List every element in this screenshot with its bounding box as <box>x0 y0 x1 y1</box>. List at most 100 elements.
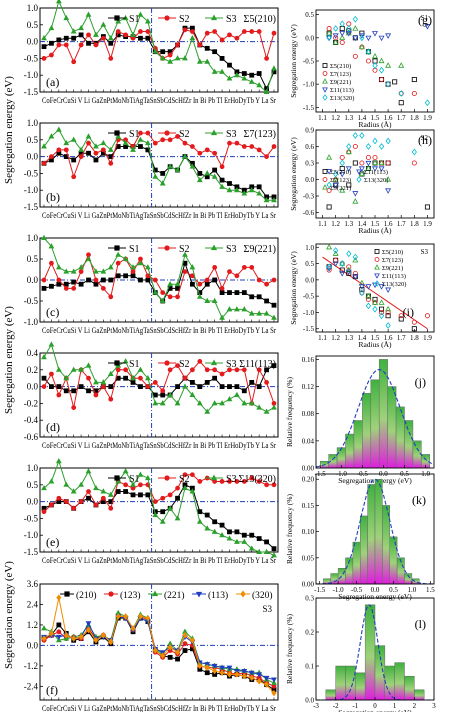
data-point <box>63 147 69 153</box>
x-axis-label: Radius (Å) <box>358 340 392 349</box>
legend-label: Σ5(210) <box>330 169 351 176</box>
legend-label: Σ5(210) <box>330 63 351 70</box>
data-point <box>78 633 84 641</box>
data-point <box>227 479 232 484</box>
data-point <box>365 58 371 64</box>
data-point <box>264 56 269 61</box>
data-point <box>256 479 262 484</box>
legend-label: Σ7(123) <box>330 177 351 184</box>
series-S3 <box>41 458 277 558</box>
data-point <box>212 49 218 55</box>
data-point <box>123 482 129 488</box>
x-tick-label: 1.9 <box>423 334 432 342</box>
data-point <box>346 270 352 276</box>
legend-label: (221) <box>164 590 185 601</box>
y-tick-label: -0.5 <box>24 296 39 306</box>
data-point <box>63 14 70 21</box>
data-point <box>326 243 333 250</box>
data-point <box>48 133 55 139</box>
data-point <box>138 384 143 390</box>
data-point <box>86 388 91 394</box>
data-point <box>107 146 114 152</box>
data-point <box>219 37 225 43</box>
data-point <box>212 277 218 283</box>
data-point <box>339 165 345 171</box>
x-tick-label: 1.5 <box>426 586 435 594</box>
y-tick-label: -0.4 <box>24 415 39 425</box>
data-point <box>130 492 136 498</box>
data-point <box>55 458 62 464</box>
panel-label: (j) <box>415 375 426 389</box>
data-point <box>241 306 248 312</box>
histogram-bar <box>355 672 366 701</box>
series-Σ9(221) <box>326 25 405 68</box>
data-point <box>130 374 136 381</box>
data-point <box>152 48 159 54</box>
corner-label: S1 <box>421 14 429 22</box>
series-Σ9(221) <box>326 243 392 312</box>
data-point <box>424 99 431 107</box>
y-tick-label: 0.04 <box>302 437 315 445</box>
x-axis-label: Segregation energy (eV) <box>338 592 412 601</box>
data-point <box>167 391 174 398</box>
gb-label: Σ5(210) <box>244 14 276 25</box>
data-point <box>256 29 262 34</box>
y-tick-label: 0.1 <box>305 663 314 671</box>
data-point <box>138 492 143 498</box>
series-S1 <box>41 363 277 398</box>
data-point <box>122 468 129 474</box>
data-point <box>159 180 166 186</box>
data-point <box>241 532 247 538</box>
histogram-bar <box>404 420 414 469</box>
data-point <box>234 35 240 41</box>
x-tick-label: 1.1 <box>318 114 327 122</box>
legend-marker <box>114 15 120 21</box>
data-point <box>41 625 47 631</box>
data-point <box>219 522 225 528</box>
x-axis-label: Radius (Å) <box>358 120 392 129</box>
data-point <box>204 58 211 64</box>
data-point <box>271 144 277 149</box>
data-point <box>85 11 92 17</box>
data-point <box>100 268 107 274</box>
left-column-ylabel: Segregation energy (eV) <box>3 306 15 414</box>
x-tick-label: 1.4 <box>358 334 367 342</box>
data-point <box>345 269 352 276</box>
y-tick-label: 0.3 <box>305 595 314 603</box>
data-point <box>219 669 225 676</box>
x-tick-label: 1.8 <box>410 114 419 122</box>
data-point <box>264 482 269 488</box>
data-point <box>159 400 166 406</box>
data-point <box>189 144 195 149</box>
data-point <box>204 512 210 518</box>
data-point <box>379 309 385 315</box>
data-point <box>145 35 151 41</box>
data-point <box>398 316 404 322</box>
data-point <box>41 353 47 360</box>
data-point <box>219 371 225 377</box>
series-S2 <box>41 252 277 300</box>
data-point <box>256 672 263 678</box>
data-point <box>167 137 173 143</box>
data-point <box>372 137 378 145</box>
data-point <box>398 100 404 106</box>
data-point <box>241 71 247 76</box>
data-point <box>100 631 106 639</box>
data-point <box>49 260 54 266</box>
y-tick-label: 1.0 <box>27 463 39 473</box>
x-tick-label: -3 <box>313 702 319 710</box>
data-point <box>424 204 430 210</box>
data-point <box>78 499 84 505</box>
data-point <box>365 35 372 42</box>
data-point <box>219 531 225 538</box>
legend-label: S1 <box>129 474 140 485</box>
data-point <box>49 502 54 508</box>
legend-label: (320) <box>252 590 273 601</box>
data-point <box>204 408 211 414</box>
data-point <box>271 683 277 689</box>
legend-marker <box>374 249 380 254</box>
data-point <box>378 166 385 172</box>
data-point <box>211 663 218 670</box>
data-point <box>55 264 62 270</box>
data-point <box>41 484 47 491</box>
